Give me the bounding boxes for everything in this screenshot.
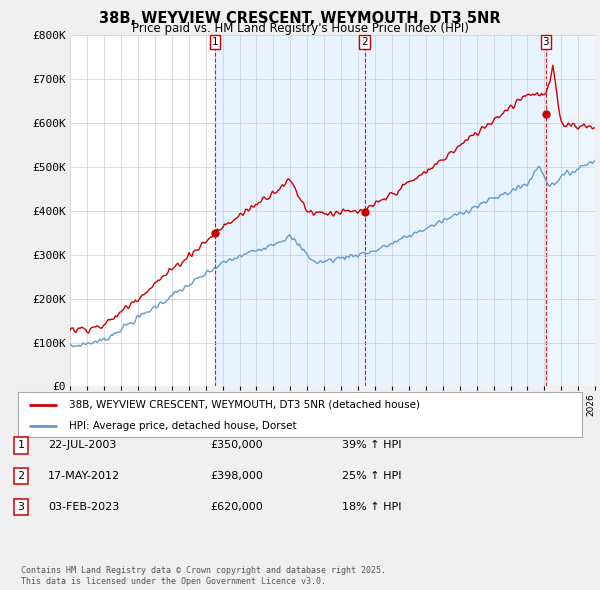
Text: 03-FEB-2023: 03-FEB-2023 bbox=[48, 502, 119, 512]
Text: £620,000: £620,000 bbox=[210, 502, 263, 512]
Bar bbox=[546, 35, 595, 386]
Text: 17-MAY-2012: 17-MAY-2012 bbox=[48, 471, 120, 481]
Text: Contains HM Land Registry data © Crown copyright and database right 2025.
This d: Contains HM Land Registry data © Crown c… bbox=[21, 566, 386, 586]
Text: Price paid vs. HM Land Registry's House Price Index (HPI): Price paid vs. HM Land Registry's House … bbox=[131, 22, 469, 35]
Text: 22-JUL-2003: 22-JUL-2003 bbox=[48, 441, 116, 450]
Text: 2: 2 bbox=[361, 37, 368, 47]
Bar bbox=[215, 35, 365, 386]
Text: 38B, WEYVIEW CRESCENT, WEYMOUTH, DT3 5NR (detached house): 38B, WEYVIEW CRESCENT, WEYMOUTH, DT3 5NR… bbox=[69, 400, 420, 409]
Text: 2: 2 bbox=[17, 471, 25, 481]
Text: HPI: Average price, detached house, Dorset: HPI: Average price, detached house, Dors… bbox=[69, 421, 296, 431]
Text: £350,000: £350,000 bbox=[210, 441, 263, 450]
Text: 1: 1 bbox=[17, 441, 25, 450]
Text: 25% ↑ HPI: 25% ↑ HPI bbox=[342, 471, 401, 481]
Text: 39% ↑ HPI: 39% ↑ HPI bbox=[342, 441, 401, 450]
Text: 1: 1 bbox=[212, 37, 218, 47]
Text: 18% ↑ HPI: 18% ↑ HPI bbox=[342, 502, 401, 512]
Text: £398,000: £398,000 bbox=[210, 471, 263, 481]
Text: 3: 3 bbox=[17, 502, 25, 512]
Text: 38B, WEYVIEW CRESCENT, WEYMOUTH, DT3 5NR: 38B, WEYVIEW CRESCENT, WEYMOUTH, DT3 5NR bbox=[99, 11, 501, 25]
Text: 3: 3 bbox=[542, 37, 549, 47]
Bar bbox=[365, 35, 546, 386]
